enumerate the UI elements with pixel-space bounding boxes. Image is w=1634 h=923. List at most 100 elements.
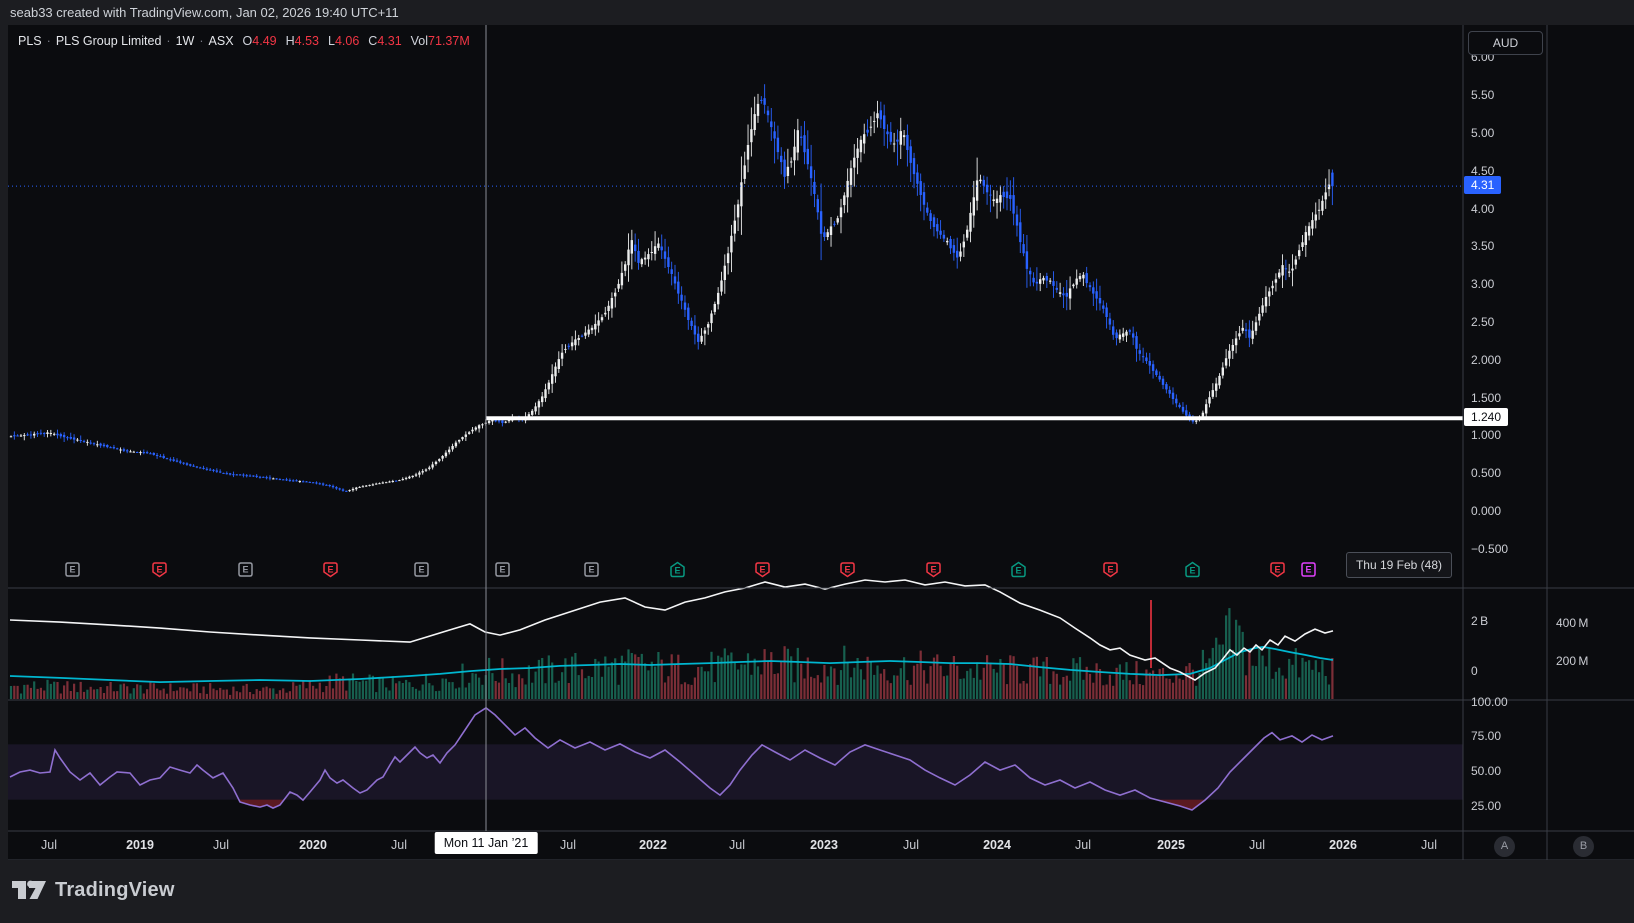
rsi-tick-label: 50.00 xyxy=(1471,764,1502,778)
scale-b-badge[interactable]: B xyxy=(1573,836,1594,857)
legend-title-part: PLS Group Limited xyxy=(55,34,162,48)
earnings-icon-purple[interactable]: E xyxy=(1300,561,1317,578)
tradingview-logo-text: TradingView xyxy=(55,878,175,901)
svg-text:E: E xyxy=(1189,566,1195,576)
svg-text:E: E xyxy=(674,566,680,576)
price-tick-label: 3.50 xyxy=(1471,239,1495,254)
time-tick-label: Jul xyxy=(560,838,576,852)
chart-widget[interactable] xyxy=(8,25,1634,860)
attribution-bar: seab33 created with TradingView.com, Jan… xyxy=(0,0,1634,25)
earnings-icon-green[interactable]: E xyxy=(1010,561,1027,578)
price-tick-label: 5.00 xyxy=(1471,126,1495,140)
symbol-legend[interactable]: PLS · PLS Group Limited · 1W · ASX O4.49 H4.53 L4… xyxy=(18,34,470,52)
legend-ohlc-label: C xyxy=(368,34,378,48)
time-tick-label: Jul xyxy=(1075,838,1091,852)
time-tick-label: Jul xyxy=(1249,838,1265,852)
svg-text:E: E xyxy=(759,565,765,575)
svg-text:E: E xyxy=(418,565,424,575)
currency-button[interactable]: AUD xyxy=(1468,31,1543,55)
legend-title-part: ASX xyxy=(208,34,234,48)
svg-text:E: E xyxy=(242,565,248,575)
time-tick-label: 2024 xyxy=(983,838,1011,852)
time-tick-label: 2020 xyxy=(299,838,327,852)
legend-ohlc-label: Vol xyxy=(410,34,429,48)
time-tick-label: Jul xyxy=(1421,838,1437,852)
earnings-icon-gray[interactable]: E xyxy=(237,561,254,578)
svg-text:E: E xyxy=(1274,565,1280,575)
volume-tick-label: 2 B xyxy=(1471,614,1489,628)
legend-ohlc-label: H xyxy=(285,34,295,48)
earnings-icon-red[interactable]: E xyxy=(1102,561,1119,578)
earnings-tooltip: Thu 19 Feb (48) xyxy=(1346,552,1452,578)
tradingview-logo-icon xyxy=(12,880,46,899)
legend-ohlc-label: L xyxy=(327,34,335,48)
svg-text:E: E xyxy=(499,565,505,575)
legend-ohlc-label: O xyxy=(242,34,253,48)
price-tick-label: 2.000 xyxy=(1471,352,1502,367)
ray-price-badge: 1.240 xyxy=(1464,408,1509,427)
legend-ohlc-value: 4.53 xyxy=(294,34,319,48)
svg-text:E: E xyxy=(156,565,162,575)
time-tick-label: 2026 xyxy=(1329,838,1357,852)
time-tick-label: 2022 xyxy=(639,838,667,852)
svg-text:E: E xyxy=(1015,566,1021,576)
earnings-icon-green[interactable]: E xyxy=(1184,561,1201,578)
legend-ohlc-value: 4.06 xyxy=(334,34,360,48)
legend-title-part: PLS xyxy=(18,34,42,48)
time-tick-label: Jul xyxy=(41,838,57,852)
svg-text:E: E xyxy=(69,565,75,575)
svg-text:E: E xyxy=(327,565,333,575)
earnings-icon-gray[interactable]: E xyxy=(583,561,600,578)
price-tick-label: −0.500 xyxy=(1471,541,1509,556)
price-tick-label: 4.50 xyxy=(1471,163,1495,178)
rsi-tick-label: 100.00 xyxy=(1471,694,1508,709)
time-tick-label: 2025 xyxy=(1157,838,1185,852)
legend-ohlc-value: 71.37M xyxy=(428,34,470,48)
price-tick-label: 3.00 xyxy=(1471,277,1495,292)
earnings-icon-red[interactable]: E xyxy=(839,561,856,578)
footer-bar xyxy=(0,860,1634,923)
earnings-icon-gray[interactable]: E xyxy=(413,561,430,578)
earnings-icon-red[interactable]: E xyxy=(1269,561,1286,578)
earnings-icon-green[interactable]: E xyxy=(669,561,686,578)
price-tick-label: 4.00 xyxy=(1471,201,1495,216)
time-tick-label: Jul xyxy=(391,838,407,852)
price-tick-label: 2.50 xyxy=(1471,315,1495,329)
legend-ohlc-value: 4.49 xyxy=(252,34,277,48)
price-tick-label: 5.50 xyxy=(1471,88,1495,103)
rsi-tick-label: 25.00 xyxy=(1471,798,1502,813)
legend-title-part: 1W xyxy=(175,34,195,48)
volume-scale-b-tick-label: 400 M xyxy=(1556,616,1589,630)
time-tick-label: 2023 xyxy=(810,838,838,852)
time-tick-label: 2019 xyxy=(126,838,154,852)
time-tick-label: Jul xyxy=(903,838,919,852)
volume-scale-b-tick-label: 200 M xyxy=(1556,654,1589,668)
price-tick-label: 1.500 xyxy=(1471,390,1502,405)
svg-text:E: E xyxy=(1107,565,1113,575)
earnings-icon-red[interactable]: E xyxy=(925,561,942,578)
tradingview-logo[interactable]: TradingView xyxy=(12,878,175,902)
earnings-icon-gray[interactable]: E xyxy=(64,561,81,578)
price-tick-label: 0.500 xyxy=(1471,466,1502,481)
legend-separator: · xyxy=(199,34,204,48)
crosshair-date-badge: Mon 11 Jan ’21 xyxy=(434,832,538,854)
volume-tick-label: 0 xyxy=(1471,664,1478,678)
earnings-icon-red[interactable]: E xyxy=(322,561,339,578)
svg-text:E: E xyxy=(930,565,936,575)
time-tick-label: Jul xyxy=(213,838,229,852)
earnings-icon-red[interactable]: E xyxy=(151,561,168,578)
time-tick-label: Jul xyxy=(729,838,745,852)
scale-a-badge[interactable]: A xyxy=(1494,836,1515,857)
legend-separator: · xyxy=(166,34,171,48)
earnings-icon-gray[interactable]: E xyxy=(494,561,511,578)
rsi-tick-label: 75.00 xyxy=(1471,729,1502,744)
svg-text:E: E xyxy=(844,565,850,575)
attribution-text: seab33 created with TradingView.com, Jan… xyxy=(10,5,399,20)
svg-text:E: E xyxy=(1305,565,1311,575)
price-tick-label: 1.000 xyxy=(1471,428,1502,443)
svg-text:E: E xyxy=(588,565,594,575)
legend-separator: · xyxy=(46,34,51,48)
price-tick-label: 0.000 xyxy=(1471,504,1502,518)
earnings-icon-red[interactable]: E xyxy=(754,561,771,578)
